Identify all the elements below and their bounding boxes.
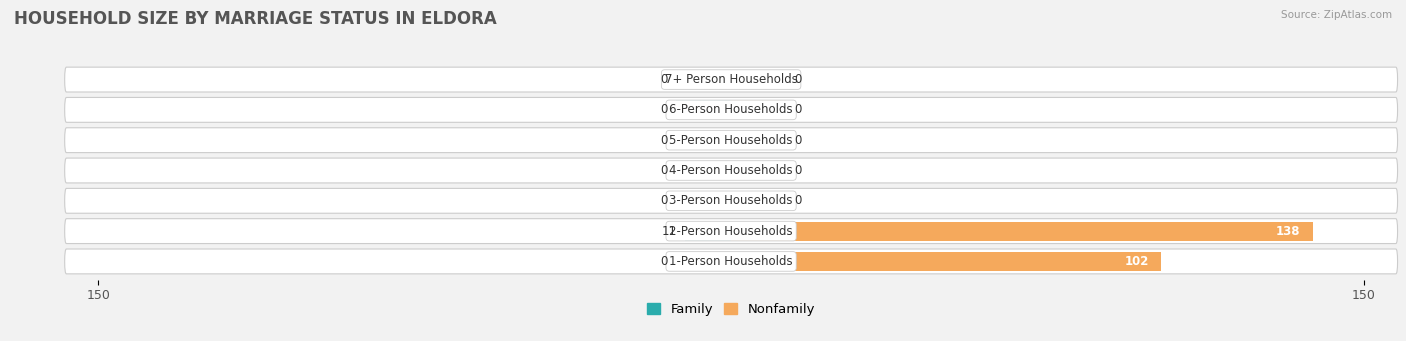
Text: 3-Person Households: 3-Person Households: [669, 194, 793, 207]
Text: 0: 0: [661, 103, 668, 116]
Bar: [676, 131, 731, 150]
Text: HOUSEHOLD SIZE BY MARRIAGE STATUS IN ELDORA: HOUSEHOLD SIZE BY MARRIAGE STATUS IN ELD…: [14, 10, 496, 28]
Bar: [676, 252, 731, 271]
Text: 0: 0: [794, 134, 801, 147]
Text: 4-Person Households: 4-Person Households: [669, 164, 793, 177]
Bar: [676, 161, 731, 180]
Text: 0: 0: [794, 164, 801, 177]
Text: Source: ZipAtlas.com: Source: ZipAtlas.com: [1281, 10, 1392, 20]
Text: 7+ Person Households: 7+ Person Households: [665, 73, 797, 86]
Text: 0: 0: [661, 73, 668, 86]
Text: 0: 0: [794, 194, 801, 207]
FancyBboxPatch shape: [65, 219, 1398, 243]
FancyBboxPatch shape: [65, 98, 1398, 122]
FancyBboxPatch shape: [65, 158, 1398, 183]
Text: 0: 0: [661, 194, 668, 207]
Text: 0: 0: [661, 134, 668, 147]
Bar: [731, 70, 786, 89]
Text: 138: 138: [1277, 225, 1301, 238]
FancyBboxPatch shape: [65, 249, 1398, 274]
Bar: [731, 222, 1313, 240]
Bar: [676, 70, 731, 89]
FancyBboxPatch shape: [65, 128, 1398, 153]
Text: 5-Person Households: 5-Person Households: [669, 134, 793, 147]
Text: 11: 11: [661, 225, 676, 238]
Text: 0: 0: [661, 255, 668, 268]
Bar: [685, 222, 731, 240]
Text: 1-Person Households: 1-Person Households: [669, 255, 793, 268]
Text: 0: 0: [661, 164, 668, 177]
Text: 0: 0: [794, 103, 801, 116]
Bar: [731, 101, 786, 119]
Text: 0: 0: [794, 73, 801, 86]
Text: 2-Person Households: 2-Person Households: [669, 225, 793, 238]
Bar: [676, 191, 731, 210]
FancyBboxPatch shape: [65, 67, 1398, 92]
Legend: Family, Nonfamily: Family, Nonfamily: [641, 297, 821, 321]
Bar: [731, 252, 1161, 271]
Bar: [731, 191, 786, 210]
Bar: [731, 131, 786, 150]
Bar: [676, 101, 731, 119]
FancyBboxPatch shape: [65, 188, 1398, 213]
Text: 102: 102: [1125, 255, 1149, 268]
Text: 6-Person Households: 6-Person Households: [669, 103, 793, 116]
Bar: [731, 161, 786, 180]
